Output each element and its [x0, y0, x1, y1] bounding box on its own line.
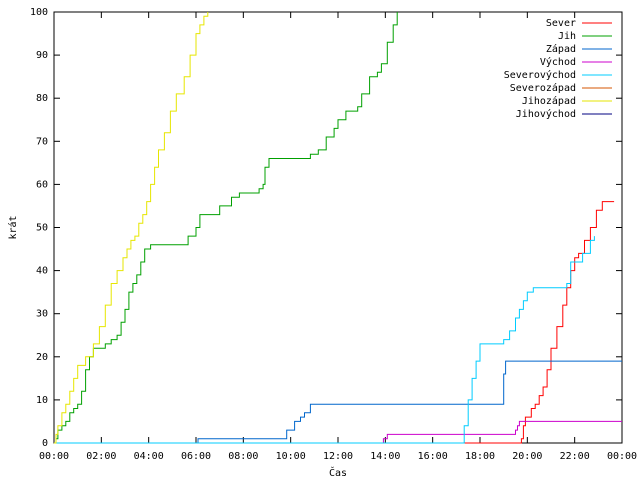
y-tick-label: 70 [36, 136, 48, 147]
x-tick-label: 00:00 [39, 451, 69, 462]
y-tick-label: 60 [36, 179, 48, 190]
x-tick-label: 20:00 [512, 451, 542, 462]
x-tick-label: 08:00 [228, 451, 258, 462]
series-line-jihozapad [54, 12, 208, 443]
y-axis-title: krát [7, 215, 19, 239]
legend-entry-jihozapad: Jihozápad [522, 95, 576, 107]
y-tick-label: 40 [36, 266, 48, 277]
x-tick-label: 06:00 [181, 451, 211, 462]
legend: Sever JihZápadVýchodSeverovýchodSeverozáp… [504, 18, 612, 120]
legend-entry-jih: Jih [558, 31, 576, 42]
legend-entry-zapad: Západ [546, 43, 576, 55]
legend-entry-sever: Sever [546, 18, 576, 29]
x-axis-title: Čas [329, 466, 347, 479]
series-line-zapad [54, 361, 622, 443]
x-tick-label: 04:00 [134, 451, 164, 462]
series-line-jih [54, 12, 397, 443]
y-tick-label: 80 [36, 93, 48, 104]
legend-entry-severovychod: Severovýchod [504, 69, 576, 81]
y-tick-label: 100 [30, 7, 48, 18]
series-line-severovychod [54, 236, 594, 443]
legend-entry-vychod: Východ [540, 56, 576, 68]
x-tick-label: 00:00 [607, 451, 637, 462]
x-tick-label: 02:00 [86, 451, 116, 462]
legend-entry-severozapad: Severozápad [510, 82, 576, 94]
x-tick-label: 12:00 [323, 451, 353, 462]
x-tick-label: 22:00 [560, 451, 590, 462]
y-tick-label: 20 [36, 352, 48, 363]
x-tick-label: 18:00 [465, 451, 495, 462]
y-tick-label: 10 [36, 395, 48, 406]
x-tick-label: 14:00 [370, 451, 400, 462]
x-tick-label: 16:00 [418, 451, 448, 462]
y-tick-label: 90 [36, 50, 48, 61]
legend-entry-jihovychod: Jihovýchod [516, 108, 576, 120]
y-tick-label: 0 [42, 438, 48, 449]
y-tick-label: 30 [36, 309, 48, 320]
series-line-sever [54, 202, 614, 443]
x-tick-label: 10:00 [276, 451, 306, 462]
y-tick-label: 50 [36, 223, 48, 234]
